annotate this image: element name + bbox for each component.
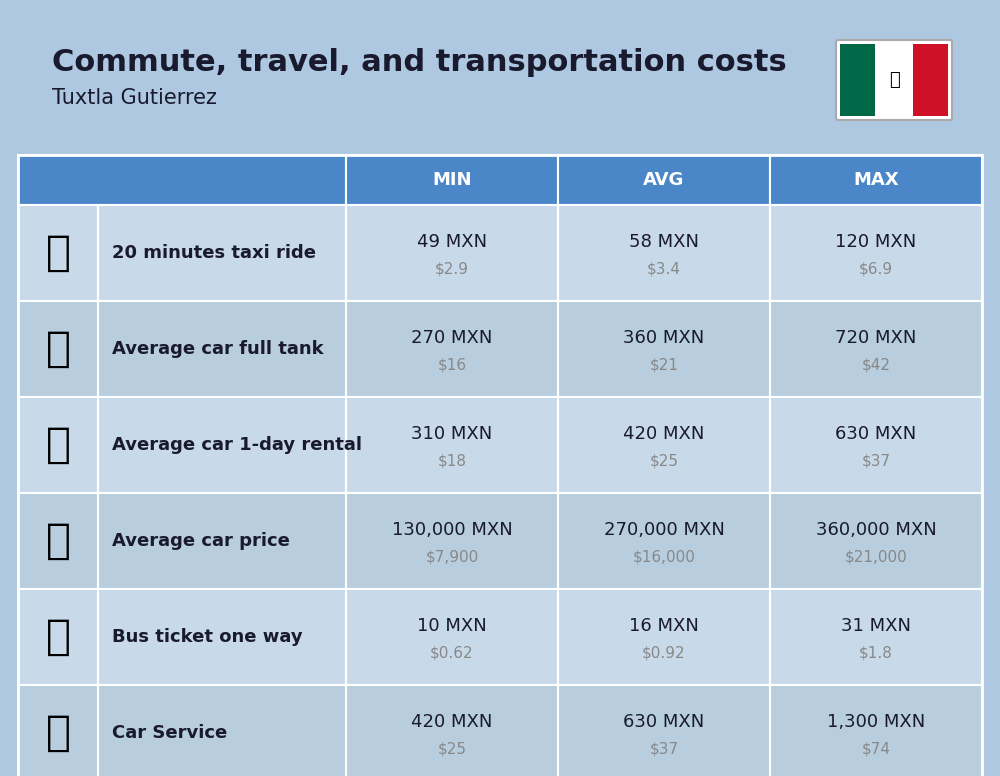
Text: 🛠: 🛠 bbox=[46, 712, 70, 754]
Text: $42: $42 bbox=[862, 358, 891, 372]
Text: AVG: AVG bbox=[643, 171, 685, 189]
Bar bbox=[558, 589, 770, 685]
Text: $0.92: $0.92 bbox=[642, 646, 686, 660]
Text: 270,000 MXN: 270,000 MXN bbox=[604, 521, 724, 539]
Bar bbox=[346, 589, 558, 685]
Text: $25: $25 bbox=[650, 453, 678, 469]
Text: 🚗: 🚗 bbox=[46, 520, 70, 562]
Text: 360 MXN: 360 MXN bbox=[623, 329, 705, 347]
Text: $18: $18 bbox=[438, 453, 466, 469]
Bar bbox=[98, 685, 346, 776]
Bar bbox=[770, 397, 982, 493]
Bar bbox=[18, 589, 98, 685]
Bar bbox=[18, 397, 98, 493]
Bar bbox=[346, 493, 558, 589]
Text: 16 MXN: 16 MXN bbox=[629, 617, 699, 635]
Text: ⛽: ⛽ bbox=[46, 328, 70, 370]
Text: 630 MXN: 630 MXN bbox=[835, 425, 917, 443]
Text: $74: $74 bbox=[862, 742, 891, 757]
Bar bbox=[98, 301, 346, 397]
Text: Commute, travel, and transportation costs: Commute, travel, and transportation cost… bbox=[52, 48, 787, 77]
Bar bbox=[558, 301, 770, 397]
Text: 10 MXN: 10 MXN bbox=[417, 617, 487, 635]
Text: $21,000: $21,000 bbox=[845, 549, 907, 564]
Text: 49 MXN: 49 MXN bbox=[417, 233, 487, 251]
Bar bbox=[18, 493, 98, 589]
Bar bbox=[346, 155, 558, 205]
Bar bbox=[558, 397, 770, 493]
Text: $25: $25 bbox=[438, 742, 466, 757]
Text: 630 MXN: 630 MXN bbox=[623, 713, 705, 731]
Bar bbox=[18, 205, 98, 301]
Text: 🚌: 🚌 bbox=[46, 616, 70, 658]
Bar bbox=[18, 155, 982, 776]
Text: 120 MXN: 120 MXN bbox=[835, 233, 917, 251]
Text: 1,300 MXN: 1,300 MXN bbox=[827, 713, 925, 731]
Text: $7,900: $7,900 bbox=[425, 549, 479, 564]
Text: $3.4: $3.4 bbox=[647, 262, 681, 276]
Text: 420 MXN: 420 MXN bbox=[623, 425, 705, 443]
Text: 310 MXN: 310 MXN bbox=[411, 425, 493, 443]
Bar bbox=[558, 493, 770, 589]
Text: Bus ticket one way: Bus ticket one way bbox=[112, 628, 303, 646]
Bar bbox=[98, 589, 346, 685]
Bar bbox=[346, 301, 558, 397]
Text: MIN: MIN bbox=[432, 171, 472, 189]
Bar bbox=[770, 685, 982, 776]
Text: $1.8: $1.8 bbox=[859, 646, 893, 660]
Text: 31 MXN: 31 MXN bbox=[841, 617, 911, 635]
Text: Average car price: Average car price bbox=[112, 532, 290, 550]
Text: Car Service: Car Service bbox=[112, 724, 227, 742]
Bar bbox=[558, 205, 770, 301]
Bar bbox=[840, 44, 875, 116]
Text: 720 MXN: 720 MXN bbox=[835, 329, 917, 347]
Text: $37: $37 bbox=[861, 453, 891, 469]
Text: $16,000: $16,000 bbox=[633, 549, 695, 564]
Text: $0.62: $0.62 bbox=[430, 646, 474, 660]
Bar bbox=[913, 44, 948, 116]
Bar bbox=[98, 397, 346, 493]
Text: 🦅: 🦅 bbox=[889, 71, 899, 89]
Bar bbox=[346, 397, 558, 493]
Bar bbox=[558, 155, 770, 205]
Bar bbox=[18, 155, 346, 205]
Bar bbox=[770, 589, 982, 685]
Text: $6.9: $6.9 bbox=[859, 262, 893, 276]
Text: MAX: MAX bbox=[853, 171, 899, 189]
Text: 🚙: 🚙 bbox=[46, 424, 70, 466]
Text: 20 minutes taxi ride: 20 minutes taxi ride bbox=[112, 244, 316, 262]
Text: 🚕: 🚕 bbox=[46, 232, 70, 274]
Text: Average car full tank: Average car full tank bbox=[112, 340, 324, 358]
Text: Average car 1-day rental: Average car 1-day rental bbox=[112, 436, 362, 454]
FancyBboxPatch shape bbox=[836, 40, 952, 120]
Text: Tuxtla Gutierrez: Tuxtla Gutierrez bbox=[52, 88, 217, 108]
Text: $2.9: $2.9 bbox=[435, 262, 469, 276]
Bar bbox=[18, 685, 98, 776]
Bar bbox=[18, 301, 98, 397]
Bar bbox=[98, 493, 346, 589]
Bar bbox=[875, 44, 913, 116]
Text: 130,000 MXN: 130,000 MXN bbox=[392, 521, 512, 539]
Bar bbox=[770, 493, 982, 589]
Text: 360,000 MXN: 360,000 MXN bbox=[816, 521, 936, 539]
Bar bbox=[98, 205, 346, 301]
Text: 270 MXN: 270 MXN bbox=[411, 329, 493, 347]
Bar bbox=[770, 205, 982, 301]
Text: 58 MXN: 58 MXN bbox=[629, 233, 699, 251]
Bar bbox=[558, 685, 770, 776]
Text: 420 MXN: 420 MXN bbox=[411, 713, 493, 731]
Bar bbox=[770, 301, 982, 397]
Text: $16: $16 bbox=[437, 358, 467, 372]
Bar bbox=[346, 205, 558, 301]
Bar bbox=[346, 685, 558, 776]
Text: $37: $37 bbox=[649, 742, 679, 757]
Text: $21: $21 bbox=[650, 358, 678, 372]
Bar bbox=[770, 155, 982, 205]
